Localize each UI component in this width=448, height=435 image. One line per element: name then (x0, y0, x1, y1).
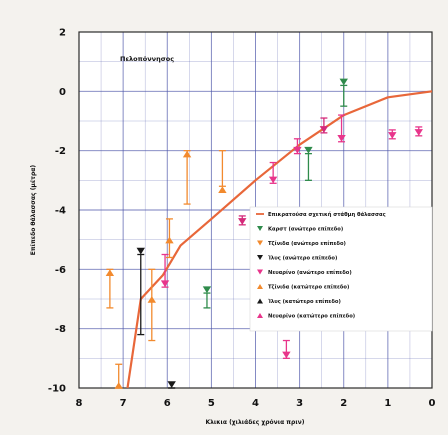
legend-entry: Τζίνιδα (κατώτερο επίπεδο) (257, 284, 349, 291)
point-marker (218, 186, 227, 193)
point-marker (319, 126, 329, 133)
data-point (136, 247, 145, 336)
x-tick-label: 0 (429, 398, 436, 409)
data-point (165, 218, 174, 259)
x-tick-label: 8 (76, 398, 83, 409)
x-axis-label: Κλικια (χιλιάδες χρόνια πριν) (205, 419, 304, 426)
point-marker (136, 247, 145, 255)
point-marker (167, 381, 176, 388)
data-point (218, 150, 227, 193)
y-tick-label: -4 (55, 206, 66, 217)
points-layer (105, 78, 423, 389)
legend-label: Τζίνιδα (κατώτερο επίπεδο) (268, 284, 349, 291)
point-marker (304, 146, 313, 154)
point-marker (182, 150, 192, 158)
data-point (319, 117, 329, 134)
y-tick-label: -10 (48, 384, 66, 395)
legend-label: Επικρατούσα σχετική στάθμη θάλασσας (268, 211, 386, 218)
legend-entry: Ίλυς (ανώτερο επίπεδο) (257, 255, 337, 262)
point-marker (337, 135, 346, 142)
data-point (238, 215, 247, 226)
data-point (293, 138, 302, 155)
point-marker (282, 351, 291, 359)
legend-box (249, 206, 433, 332)
legend-marker-swatch (257, 313, 263, 318)
y-tick-label: 0 (59, 87, 66, 98)
legend-entry: Καρστ (ανώτερο επίπεδο) (257, 226, 343, 233)
data-point (339, 78, 348, 107)
data-point (388, 129, 397, 140)
legend-marker-swatch (257, 226, 263, 231)
data-point (160, 253, 170, 288)
legend-label: Ίλυς (ανώτερο επίπεδο) (267, 255, 337, 262)
x-tick-label: 6 (164, 398, 171, 409)
data-point (202, 286, 212, 309)
point-marker (202, 286, 212, 294)
data-point (268, 161, 278, 184)
legend-label: Νευαρίνο (κατώτερο επίπεδο) (268, 313, 355, 320)
legend-entry: Τζίνιδα (ανώτερο επίπεδο) (257, 240, 346, 247)
data-point (282, 339, 291, 359)
data-point (167, 381, 176, 389)
point-marker (147, 296, 157, 303)
legend-entry: Νευαρίνο (κατώτερο επίπεδο) (257, 313, 355, 320)
x-tick-label: 4 (252, 398, 259, 409)
point-marker (238, 218, 247, 225)
point-marker (160, 280, 170, 288)
legend-marker-swatch (257, 255, 263, 260)
x-tick-label: 1 (384, 398, 391, 409)
data-point (105, 268, 115, 309)
point-marker (388, 132, 397, 139)
legend-label: Καρστ (ανώτερο επίπεδο) (268, 226, 343, 233)
region-annotation: Πελοπόννησος (120, 55, 174, 63)
y-axis-label: Επίπεδο θάλασσας (μέτρα) (30, 165, 37, 256)
y-tick-label: -2 (55, 146, 66, 157)
legend-entry: Ίλυς (κατώτερο επίπεδο) (257, 298, 341, 305)
point-marker (268, 176, 278, 184)
x-tick-label: 3 (296, 398, 303, 409)
x-tick-label: 7 (120, 398, 127, 409)
y-tick-label: -6 (55, 265, 66, 276)
legend-label: Τζίνιδα (ανώτερο επίπεδο) (268, 240, 346, 247)
point-marker (414, 129, 423, 136)
point-marker (114, 382, 123, 389)
legend: Επικρατούσα σχετική στάθμη θάλασσας Καρστ… (249, 206, 433, 332)
legend-marker-swatch (257, 269, 263, 275)
point-marker (339, 78, 348, 86)
data-point (337, 114, 346, 143)
legend-marker-swatch (257, 240, 263, 246)
data-point (114, 363, 123, 389)
legend-label: Νευαρίνο (ανώτερο επίπεδο) (268, 269, 352, 276)
x-tick-labels: 8 7 6 5 4 3 2 1 0 (76, 398, 436, 409)
point-marker (105, 269, 115, 277)
data-point (414, 126, 423, 137)
data-point (182, 150, 192, 205)
legend-label: Ίλυς (κατώτερο επίπεδο) (267, 298, 341, 305)
legend-marker-swatch (257, 298, 263, 304)
point-marker (165, 236, 174, 244)
point-marker (293, 146, 302, 154)
x-tick-label: 2 (340, 398, 347, 409)
x-tick-label: 5 (208, 398, 215, 409)
data-point (304, 146, 313, 181)
legend-marker-swatch (257, 284, 263, 289)
y-tick-label: -8 (55, 324, 66, 335)
y-tick-labels: 2 0 -2 -4 -6 -8 -10 (48, 28, 66, 395)
data-point (147, 268, 157, 342)
legend-entry: Επικρατούσα σχετική στάθμη θάλασσας (256, 211, 386, 218)
legend-entry: Νευαρίνο (ανώτερο επίπεδο) (257, 269, 352, 276)
y-tick-label: 2 (59, 28, 66, 39)
